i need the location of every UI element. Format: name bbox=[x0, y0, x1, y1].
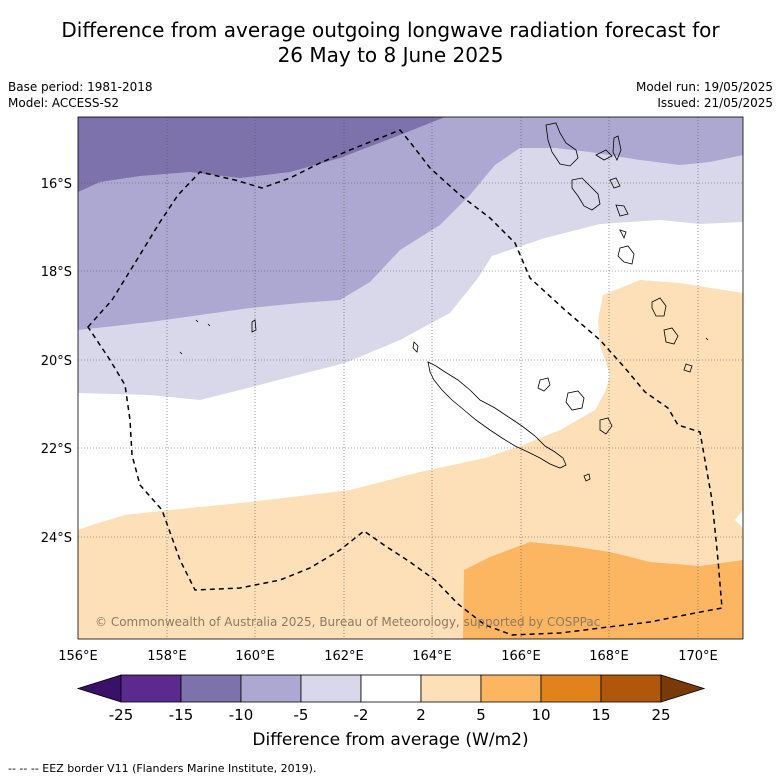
colorbar-label: Difference from average (W/m2) bbox=[252, 730, 529, 750]
colorbar-segment bbox=[540, 674, 602, 703]
solomon-south-dots bbox=[179, 319, 709, 355]
meta-left: Base period: 1981-2018 Model: ACCESS-S2 bbox=[8, 79, 153, 111]
colorbar-segment bbox=[300, 674, 362, 703]
longitude-label: 162°E bbox=[324, 649, 364, 664]
meta-right: Model run: 19/05/2025 Issued: 21/05/2025 bbox=[636, 79, 773, 111]
latitude-labels: 16°S 18°S 20°S 22°S 24°S bbox=[41, 177, 72, 546]
colorbar-segment bbox=[240, 674, 302, 703]
belep-coast bbox=[412, 341, 419, 353]
model-run-text: Model run: 19/05/2025 bbox=[635, 80, 773, 94]
colorbar-segment bbox=[480, 674, 542, 703]
longitude-label: 170°E bbox=[678, 649, 718, 664]
map-title: Difference from average outgoing longwav… bbox=[0, 18, 781, 68]
latitude-label: 22°S bbox=[41, 442, 72, 457]
band-negative-10 bbox=[78, 117, 445, 192]
coastlines bbox=[179, 122, 709, 482]
longitude-label: 166°E bbox=[501, 649, 541, 664]
fiji-west-coast bbox=[651, 297, 693, 373]
colorbar-segment bbox=[600, 674, 662, 703]
base-period-text: Base period: 1981-2018 bbox=[8, 80, 153, 94]
longitude-label: 168°E bbox=[589, 649, 629, 664]
graticule bbox=[78, 117, 743, 639]
vanuatu-south-coast bbox=[617, 245, 635, 265]
colorbar: -25 -15 -10 -5 -2 2 5 10 15 25 bbox=[76, 674, 706, 724]
longitude-label: 164°E bbox=[412, 649, 452, 664]
colorbar-tick-label: 10 bbox=[531, 706, 550, 724]
isle-of-pines-coast bbox=[583, 473, 591, 482]
latitude-label: 20°S bbox=[41, 354, 72, 369]
colorbar-tick-label: 15 bbox=[591, 706, 610, 724]
new-caledonia-coast bbox=[427, 361, 567, 469]
colorbar-tick-label: -25 bbox=[109, 706, 134, 724]
colorbar-segment bbox=[180, 674, 242, 703]
latitude-label: 16°S bbox=[41, 177, 72, 192]
colorbar-segment bbox=[120, 674, 182, 703]
band-positive-5 bbox=[463, 542, 743, 639]
latitude-label: 18°S bbox=[41, 265, 72, 280]
longitude-label: 160°E bbox=[235, 649, 275, 664]
issued-text: Issued: 21/05/2025 bbox=[657, 96, 773, 110]
longitude-label: 158°E bbox=[147, 649, 187, 664]
longitude-label: 156°E bbox=[58, 649, 98, 664]
latitude-label: 24°S bbox=[41, 531, 72, 546]
eez-footnote: -- -- -- EEZ border V11 (Flanders Marine… bbox=[8, 762, 317, 775]
anomaly-field: © Commonwealth of Australia 2025, Bureau… bbox=[78, 117, 743, 639]
colorbar-segment bbox=[360, 674, 422, 703]
colorbar-segment bbox=[420, 674, 482, 703]
colorbar-tick-label: 25 bbox=[651, 706, 670, 724]
longitude-labels: 156°E 158°E 160°E 162°E 164°E 166°E 168°E 170°E bbox=[58, 649, 718, 664]
colorbar-tick-label: -15 bbox=[169, 706, 194, 724]
colorbar-tick-label: -2 bbox=[354, 706, 369, 724]
model-text: Model: ACCESS-S2 bbox=[8, 96, 120, 110]
title-line-1: Difference from average outgoing longwav… bbox=[61, 18, 720, 42]
vanuatu-central-coast bbox=[571, 177, 629, 240]
copyright-text: © Commonwealth of Australia 2025, Bureau… bbox=[95, 615, 600, 629]
colorbar-tick-label: 2 bbox=[416, 706, 426, 724]
colorbar-tick-label: 5 bbox=[476, 706, 486, 724]
loyalty-islands-coast bbox=[537, 377, 613, 435]
eez-border bbox=[87, 129, 723, 636]
vanuatu-north-coast bbox=[545, 122, 622, 167]
map-frame bbox=[77, 116, 744, 640]
colorbar-tick-label: -5 bbox=[294, 706, 309, 724]
colorbar-max-extend bbox=[660, 674, 706, 703]
colorbar-tick-label: -10 bbox=[229, 706, 254, 724]
colorbar-min-extend bbox=[76, 674, 122, 703]
title-line-2: 26 May to 8 June 2025 bbox=[277, 43, 504, 67]
